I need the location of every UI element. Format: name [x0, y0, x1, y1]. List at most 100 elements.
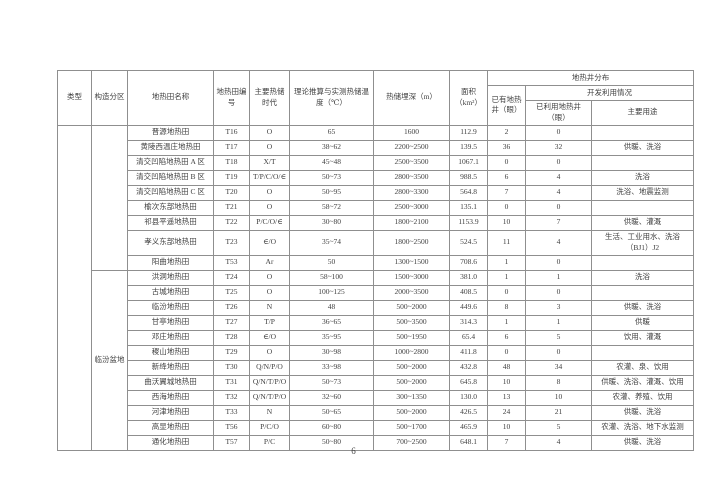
- cell-wells: 0: [487, 344, 526, 361]
- cell-id: T23: [213, 229, 250, 256]
- cell-temp: 30~80: [289, 214, 374, 231]
- cell-name: 孝义东部地热田: [127, 229, 214, 256]
- cell-era: O: [249, 139, 290, 156]
- cell-depth: 500~2000: [373, 374, 450, 391]
- cell-used: 0: [525, 254, 592, 271]
- cell-depth: 2200~2500: [373, 139, 450, 156]
- cell-area: 408.5: [449, 284, 488, 301]
- cell-wells: 24: [487, 404, 526, 421]
- cell-id: T56: [213, 419, 250, 436]
- cell-used: 4: [525, 169, 592, 186]
- table-row: 临汾盆地 洪洞地热田 T24 O 58~100 1500~3000 381.0 1 1 洗浴: [58, 269, 695, 451]
- cell-name: 西海地热田: [127, 389, 214, 406]
- table-container: 类型 构造分区 地热田名称 地热田编号 主要热储时代 理论推算与实测热储温度（℃） 热储埋深…: [57, 70, 695, 451]
- cell-depth: 2000~3500: [373, 284, 450, 301]
- cell-usage: 供暖、洗浴: [590, 139, 695, 156]
- cell-era: P/C/O/∈: [249, 214, 290, 231]
- cell-used: 4: [525, 184, 592, 201]
- cell-depth: 1500~3000: [373, 269, 450, 286]
- cell-depth: 300~1350: [373, 389, 450, 406]
- table-row: 稷山地热田 T29 O 30~98 1000~2800 411.8 0 0: [58, 344, 695, 361]
- table-row: 孝义东部地热田 T23 ∈/O 35~74 1800~2500 524.5 11 4 生活、工业…: [58, 229, 695, 256]
- cell-era: ∈/O: [249, 329, 290, 346]
- cell-wells: 10: [487, 374, 526, 391]
- cell-name: 黄陵西温庄地热田: [127, 139, 214, 156]
- cell-era: Q/N/T/P/O: [249, 374, 290, 391]
- cell-name: 临汾地热田: [127, 299, 214, 316]
- table-header: 类型 构造分区 地热田名称 地热田编号 主要热储时代 理论推算与实测热储温度（℃） 热储埋深…: [57, 70, 695, 126]
- cell-area: 465.9: [449, 419, 488, 436]
- cell-area: 449.6: [449, 299, 488, 316]
- cell-area: 645.8: [449, 374, 488, 391]
- cell-usage: 供暖、洗浴: [590, 434, 695, 451]
- cell-depth: 2500~3000: [373, 199, 450, 216]
- cell-usage: 供暖、灌溉: [590, 214, 695, 231]
- column-header-name: 地热田名称: [127, 70, 214, 126]
- cell-id: T18: [213, 154, 250, 171]
- cell-id: T26: [213, 299, 250, 316]
- column-header-temp: 理论推算与实测热储温度（℃）: [289, 70, 374, 126]
- cell-zone: [91, 124, 128, 271]
- cell-era: N: [249, 404, 290, 421]
- cell-wells: 0: [487, 199, 526, 216]
- cell-area: 381.0: [449, 269, 488, 286]
- cell-id: T25: [213, 284, 250, 301]
- cell-temp: 36~65: [289, 314, 374, 331]
- cell-usage: [590, 284, 695, 301]
- table-row: 晋源地热田 T16 O 65 1600 112.9 2 0: [57, 124, 695, 451]
- table-row: 西海地热田 T32 Q/N/T/P/O 32~60 300~1350 130.0 13 10 农…: [58, 389, 695, 406]
- cell-wells: 48: [487, 359, 526, 376]
- cell-temp: 65: [289, 124, 374, 141]
- cell-used: 0: [525, 154, 592, 171]
- cell-area: 314.3: [449, 314, 488, 331]
- cell-id: T53: [213, 254, 250, 271]
- table-row: 甘亭地热田 T27 T/P 36~65 500~3500 314.3 1 1 供暖: [58, 314, 695, 331]
- cell-depth: 500~1700: [373, 419, 450, 436]
- cell-usage: 供暖: [590, 314, 695, 331]
- column-header-usage: 主要用途: [590, 100, 695, 126]
- table-row: 清交凹陷地热田 A 区 T18 X/T 45~48 2500~3500 1067.1 0 0: [58, 154, 695, 171]
- cell-era: P/C/O: [249, 419, 290, 436]
- cell-wells: 1: [487, 254, 526, 271]
- cell-id: T22: [213, 214, 250, 231]
- cell-temp: 33~98: [289, 359, 374, 376]
- cell-area: 1067.1: [449, 154, 488, 171]
- cell-usage: [590, 199, 695, 216]
- cell-era: Q/N/T/P/O: [249, 389, 290, 406]
- cell-wells: 0: [487, 284, 526, 301]
- cell-area: 648.1: [449, 434, 488, 451]
- cell-usage: 洗浴: [590, 169, 695, 186]
- header-row: 已利用地热井（眼） 主要用途: [58, 100, 695, 126]
- cell-area: 432.8: [449, 359, 488, 376]
- cell-depth: 2800~3500: [373, 169, 450, 186]
- cell-id: T17: [213, 139, 250, 156]
- column-header-area: 面积（km²）: [449, 70, 488, 126]
- table-row: 清交凹陷地热田 C 区 T20 O 50~95 2800~3300 564.8 7 4 洗浴、地…: [58, 184, 695, 201]
- cell-area: 708.6: [449, 254, 488, 271]
- cell-wells: 2: [487, 124, 526, 141]
- cell-id: T28: [213, 329, 250, 346]
- column-header-dev-group: 开发利用情况: [524, 85, 695, 101]
- cell-depth: 1600: [373, 124, 450, 141]
- cell-used: 8: [525, 374, 592, 391]
- cell-wells: 0: [487, 154, 526, 171]
- cell-wells: 13: [487, 389, 526, 406]
- cell-used: 32: [525, 139, 592, 156]
- cell-name: 清交凹陷地热田 A 区: [127, 154, 214, 171]
- table-row: 临汾地热田 T26 N 48 500~2000 449.6 8 3 供暖、洗浴: [58, 299, 695, 316]
- cell-id: T31: [213, 374, 250, 391]
- column-header-era: 主要热储时代: [249, 70, 290, 126]
- cell-depth: 500~2000: [373, 404, 450, 421]
- cell-used: 4: [525, 229, 592, 256]
- column-header-depth: 热储埋深（m）: [373, 70, 450, 126]
- cell-id: T20: [213, 184, 250, 201]
- table-row: 祁县平遥地热田 T22 P/C/O/∈ 30~80 1800~2100 1153.9 10 7…: [58, 214, 695, 231]
- cell-temp: 35~74: [289, 229, 374, 256]
- cell-era: O: [249, 269, 290, 286]
- cell-name: 晋源地热田: [127, 124, 214, 141]
- cell-name: 通化地热田: [127, 434, 214, 451]
- table-body: 晋源地热田 T16 O 65 1600 112.9 2 0 黄陵西温庄地热田 T17 O 38~62 2…: [57, 124, 695, 451]
- cell-used: 5: [525, 329, 592, 346]
- cell-id: T33: [213, 404, 250, 421]
- cell-temp: 50: [289, 254, 374, 271]
